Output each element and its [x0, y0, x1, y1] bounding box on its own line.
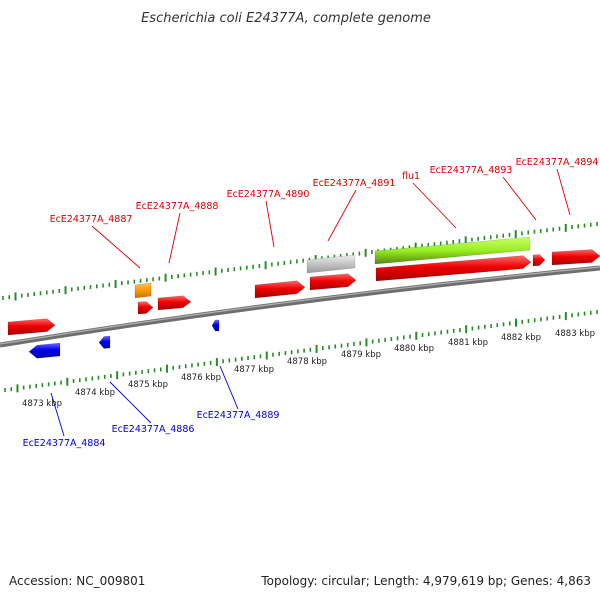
chart-title: Escherichia coli E24377A, complete genom… [141, 11, 431, 26]
leader-line [50, 392, 65, 437]
leader-line [91, 225, 141, 269]
leader-line [265, 200, 275, 248]
tick-label: 4881 kbp [448, 338, 488, 348]
forward-gene [551, 249, 600, 266]
tick-label: 4876 kbp [181, 373, 221, 383]
tick-label: 4882 kbp [501, 333, 541, 343]
rna-gene [134, 282, 152, 299]
kbp-tick-labels: 4873 kbp 4874 kbp 4875 kbp 4876 kbp 4877 kbp… [22, 329, 595, 409]
leader-line [109, 381, 152, 424]
tick-label: 4883 kbp [555, 329, 595, 339]
reverse-tick-track [4, 310, 598, 393]
leader-line [502, 176, 537, 221]
tick-label: 4873 kbp [22, 399, 62, 409]
leader-line [168, 212, 181, 264]
forward-gene [375, 255, 532, 282]
forward-tick-track [2, 222, 598, 301]
flu1-gene [374, 236, 531, 265]
label-leader-lines [50, 168, 571, 437]
forward-gene-label: flu1 [402, 171, 420, 182]
forward-gene-label: EcE24377A_4888 [136, 201, 219, 212]
tick-label: 4874 kbp [75, 388, 115, 398]
reverse-gene [98, 335, 111, 349]
reverse-gene-label: EcE24377A_4884 [23, 438, 106, 449]
forward-gene [309, 273, 357, 291]
tick-label: 4877 kbp [234, 365, 274, 375]
forward-gene [157, 295, 192, 311]
accession-text: Accession: NC_009801 [9, 574, 146, 588]
pseudo-gene [306, 254, 356, 274]
gene-features [7, 236, 600, 359]
leader-line [219, 365, 239, 410]
forward-gene-label: EcE24377A_4893 [430, 165, 513, 176]
reverse-gene [211, 319, 220, 332]
tick-label: 4879 kbp [341, 350, 381, 360]
leader-line [412, 182, 457, 229]
tick-label: 4880 kbp [394, 344, 434, 354]
forward-gene-label: EcE24377A_4891 [313, 178, 396, 189]
tick-label: 4878 kbp [287, 357, 327, 367]
forward-gene-label: EcE24377A_4894 [516, 157, 599, 168]
forward-gene-label: EcE24377A_4890 [227, 189, 310, 200]
forward-gene [137, 301, 154, 315]
forward-gene-label: EcE24377A_4887 [50, 214, 133, 225]
reverse-gene [28, 342, 61, 359]
tick-label: 4875 kbp [128, 380, 168, 390]
genome-backbone-highlight [0, 266, 600, 345]
forward-gene [254, 280, 306, 299]
reverse-gene-label: EcE24377A_4886 [112, 424, 195, 435]
forward-gene [7, 318, 56, 336]
leader-line [327, 189, 357, 242]
reverse-gene-label: EcE24377A_4889 [197, 410, 280, 421]
leader-line [556, 168, 571, 216]
genome-backbone [0, 265, 600, 348]
forward-gene [532, 254, 546, 267]
genome-summary-text: Topology: circular; Length: 4,979,619 bp… [261, 574, 591, 588]
